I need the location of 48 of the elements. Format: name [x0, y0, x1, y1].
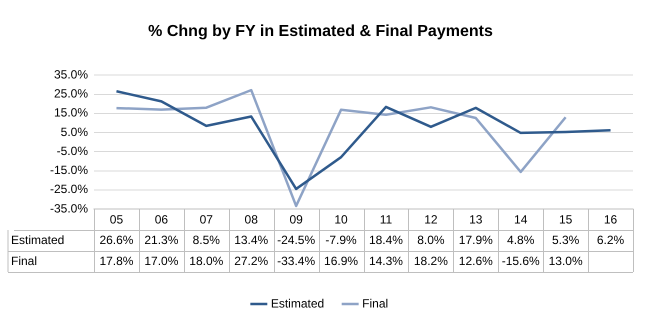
y-tick-label: 15.0% — [54, 106, 88, 120]
data-label: 17.9% — [458, 232, 494, 247]
x-tick-label: 10 — [334, 212, 348, 227]
data-label: 8.0% — [417, 232, 445, 247]
legend-label: Final — [362, 296, 388, 310]
text: Estimated — [11, 232, 64, 247]
data-label: 4.8% — [507, 232, 535, 247]
data-label: -33.4% — [277, 254, 316, 268]
data-label: 5.3% — [552, 232, 580, 247]
x-tick-label: 12 — [424, 212, 438, 227]
y-tick-label: -15.0% — [50, 163, 88, 178]
y-tick-label: 35.0% — [54, 68, 88, 82]
x-tick-label: 14 — [514, 212, 528, 227]
legend-label: Estimated — [270, 296, 324, 310]
y-tick-label: -5.0% — [56, 144, 88, 158]
x-tick-label: 16 — [604, 212, 618, 227]
data-label: 13.0% — [548, 254, 583, 268]
data-label: 17.8% — [99, 254, 134, 268]
x-tick-label: 11 — [380, 212, 393, 227]
text: Final — [11, 254, 38, 268]
data-label: 18.0% — [189, 254, 224, 268]
data-label: 16.9% — [324, 254, 358, 268]
data-label: 14.3% — [368, 254, 404, 268]
data-label: 12.6% — [458, 254, 494, 268]
data-label: 21.3% — [144, 232, 179, 247]
x-tick-label: 13 — [469, 212, 483, 227]
x-tick-label: 09 — [289, 212, 304, 227]
data-label: -7.9% — [325, 232, 358, 247]
data-label: -15.6% — [502, 254, 540, 268]
x-tick-label: 15 — [558, 212, 573, 227]
y-tick-label: 25.0% — [54, 86, 88, 101]
x-tick-label: 05 — [110, 212, 124, 227]
data-label: 26.6% — [99, 232, 134, 247]
data-label: 6.2% — [596, 232, 625, 247]
data-label: 27.2% — [234, 254, 269, 268]
data-label: -24.5% — [277, 232, 316, 247]
y-tick-label: -25.0% — [50, 182, 88, 196]
data-label: 18.4% — [368, 232, 404, 247]
chart-title: % Chng by FY in Estimated & Final Payments — [148, 23, 493, 40]
y-tick-label: 5.0% — [60, 124, 88, 139]
x-tick-label: 06 — [154, 212, 168, 227]
data-label: 17.0% — [144, 254, 179, 268]
y-tick-label: -35.0% — [50, 201, 88, 216]
data-label: 18.2% — [414, 254, 448, 268]
data-label: 13.4% — [234, 232, 269, 247]
x-tick-label: 08 — [244, 212, 258, 227]
x-tick-label: 07 — [200, 212, 214, 227]
data-label: 8.5% — [192, 232, 220, 247]
